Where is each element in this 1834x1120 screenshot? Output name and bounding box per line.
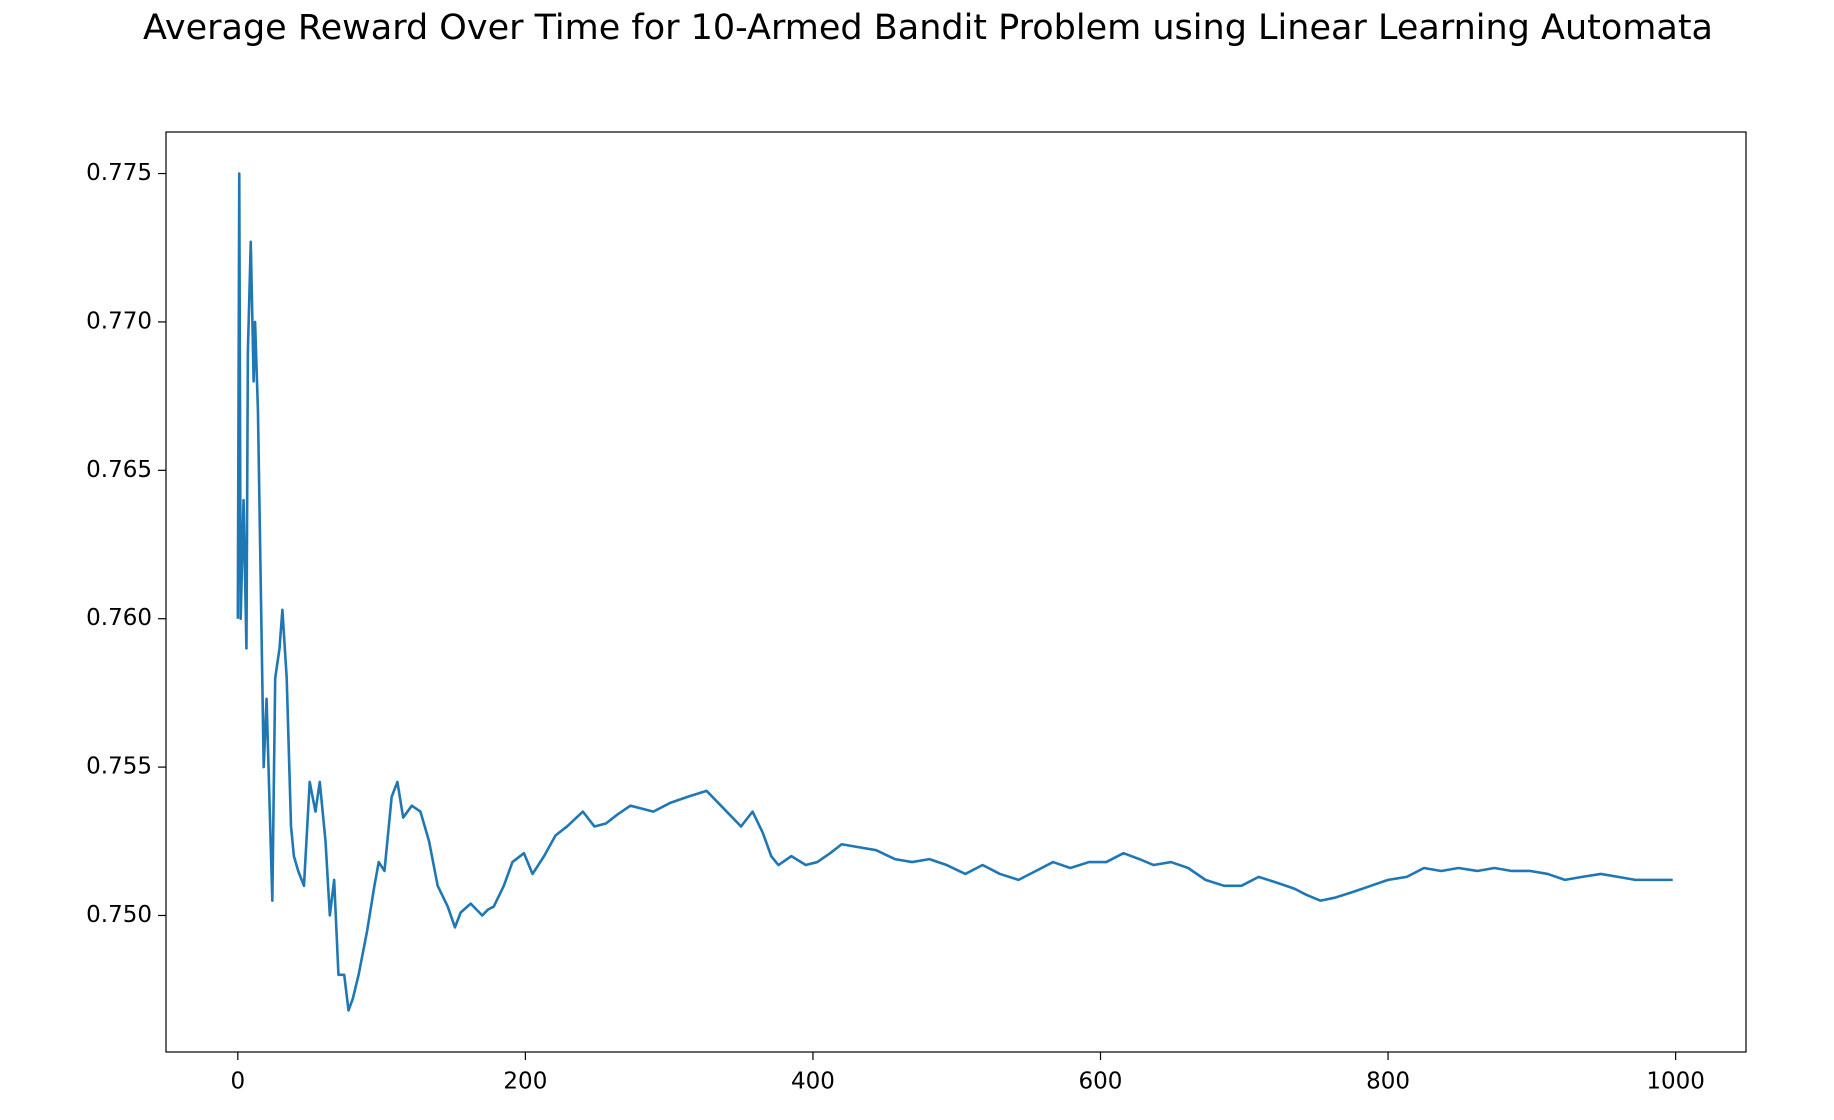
x-tick-label: 400 (791, 1069, 835, 1095)
x-tick-label: 0 (230, 1069, 245, 1095)
y-tick-label: 0.770 (86, 308, 152, 334)
x-tick-label: 800 (1366, 1069, 1410, 1095)
chart-title: Average Reward Over Time for 10-Armed Ba… (143, 8, 1713, 48)
y-tick-label: 0.760 (86, 605, 152, 631)
data-line (236, 172, 1673, 1012)
x-tick-label: 200 (503, 1069, 547, 1095)
x-tick-label: 600 (1079, 1069, 1123, 1095)
y-tick-label: 0.765 (86, 457, 152, 483)
y-tick-label: 0.750 (86, 902, 152, 928)
plot-frame (165, 131, 1747, 1053)
x-tick-label: 1000 (1646, 1069, 1705, 1095)
y-tick-label: 0.755 (86, 754, 152, 780)
y-tick-label: 0.775 (86, 160, 152, 186)
